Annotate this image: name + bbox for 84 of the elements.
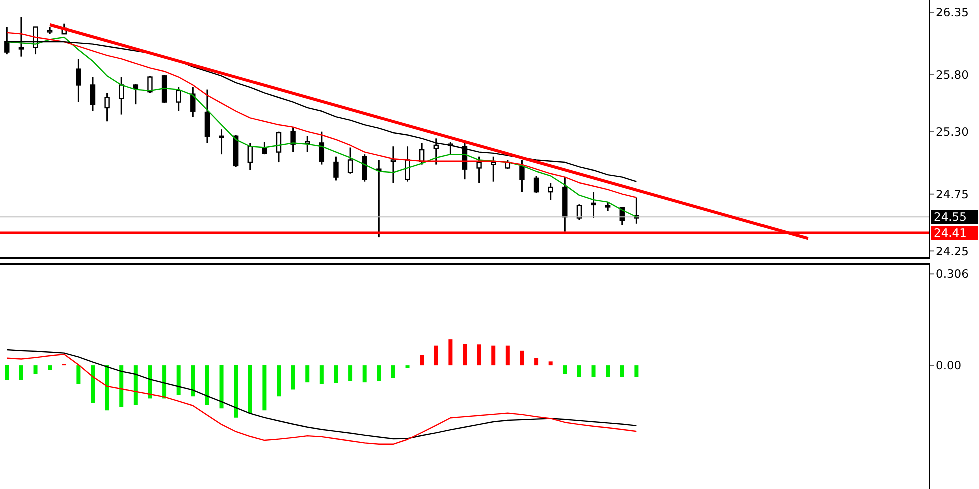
ref-line-label: 24.41 bbox=[934, 226, 967, 240]
candlestick bbox=[390, 146, 396, 184]
candlestick bbox=[190, 86, 196, 118]
bar bbox=[334, 366, 338, 384]
candlestick bbox=[362, 154, 368, 183]
candlestick bbox=[334, 156, 339, 182]
bar bbox=[76, 366, 81, 384]
candlestick bbox=[491, 156, 496, 183]
candlestick bbox=[76, 58, 82, 104]
bar bbox=[620, 366, 624, 378]
bar bbox=[105, 366, 110, 411]
bar bbox=[548, 362, 553, 366]
bar bbox=[162, 366, 167, 399]
y-tick-label: 25.30 bbox=[936, 124, 969, 139]
candlestick bbox=[262, 141, 268, 156]
candlestick bbox=[548, 182, 554, 201]
bar bbox=[406, 366, 410, 368]
y-tick-label: 0.00 bbox=[936, 358, 962, 373]
bar bbox=[592, 366, 596, 378]
y-tick-label: 24.25 bbox=[936, 244, 969, 258]
bar bbox=[420, 355, 424, 366]
bar bbox=[176, 366, 181, 396]
candlestick bbox=[376, 160, 382, 238]
bar bbox=[248, 366, 252, 414]
bar bbox=[291, 366, 296, 390]
bar bbox=[148, 366, 152, 399]
candlestick bbox=[119, 76, 124, 116]
bar bbox=[90, 366, 95, 404]
candlestick bbox=[276, 131, 282, 164]
candlestick bbox=[348, 147, 354, 175]
candlestick bbox=[605, 202, 611, 212]
candlestick bbox=[148, 75, 153, 94]
bar bbox=[320, 366, 324, 384]
bar bbox=[520, 350, 524, 366]
bar bbox=[205, 366, 210, 406]
bar bbox=[120, 366, 124, 408]
candlestick bbox=[290, 126, 296, 154]
y-tick-label: 0.306 bbox=[936, 267, 969, 282]
bar bbox=[462, 344, 467, 366]
candlestick bbox=[534, 175, 540, 194]
bar bbox=[276, 366, 281, 397]
bar bbox=[191, 366, 196, 397]
bar bbox=[434, 346, 438, 366]
bar bbox=[377, 366, 382, 382]
bar bbox=[5, 366, 10, 380]
bar bbox=[477, 344, 482, 366]
bar bbox=[262, 366, 267, 411]
candlestick bbox=[476, 156, 482, 184]
bar bbox=[234, 366, 238, 418]
bar bbox=[220, 366, 224, 409]
bar bbox=[34, 366, 38, 375]
candlestick bbox=[405, 146, 410, 183]
candlestick bbox=[520, 160, 525, 193]
bar bbox=[606, 366, 610, 378]
candlestick bbox=[204, 89, 210, 144]
bar bbox=[348, 366, 353, 382]
bar bbox=[362, 366, 367, 383]
candlestick bbox=[104, 92, 110, 122]
candlestick bbox=[248, 142, 253, 172]
candlestick bbox=[591, 191, 596, 219]
y-tick-label: 25.80 bbox=[936, 68, 969, 82]
ref-line-label: 24.55 bbox=[934, 210, 967, 224]
bar bbox=[577, 366, 582, 378]
bar bbox=[634, 366, 639, 378]
candlestick bbox=[305, 136, 310, 154]
candlestick bbox=[219, 128, 224, 156]
y-tick-label: 26.35 bbox=[936, 6, 969, 20]
candlestick bbox=[434, 138, 439, 166]
bar bbox=[48, 366, 52, 370]
y-tick-label: 24.75 bbox=[936, 187, 969, 202]
bar bbox=[134, 366, 138, 406]
bar bbox=[19, 366, 24, 380]
bar bbox=[506, 346, 510, 366]
candlestick bbox=[319, 131, 325, 166]
bar bbox=[563, 366, 568, 375]
bar bbox=[534, 358, 539, 366]
candlestick bbox=[576, 204, 582, 222]
candlestick bbox=[176, 86, 182, 112]
bar bbox=[448, 340, 453, 366]
candlestick bbox=[133, 83, 139, 106]
candlestick bbox=[90, 76, 96, 112]
bar bbox=[492, 346, 496, 366]
bar bbox=[391, 366, 396, 378]
bar bbox=[306, 366, 310, 383]
